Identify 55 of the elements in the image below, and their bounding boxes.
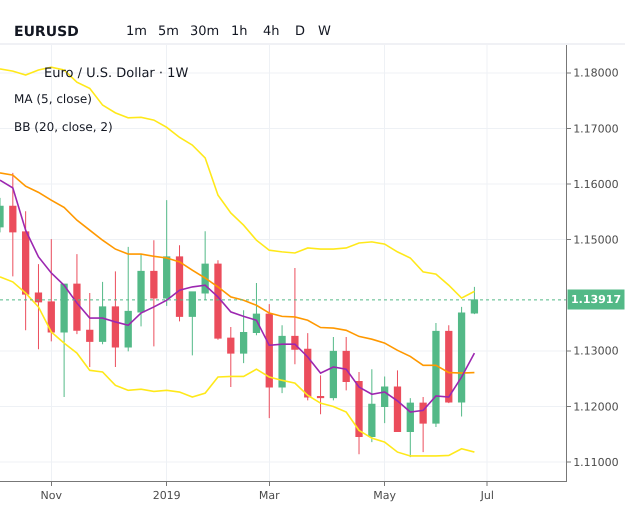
- text: W: [318, 24, 331, 39]
- candlestick: [355, 372, 363, 455]
- line-series: [0, 276, 476, 457]
- line-series: [0, 66, 476, 299]
- text: 1m: [126, 24, 147, 39]
- y-tick-label: 1.12000: [573, 400, 619, 414]
- candlestick: [86, 292, 94, 368]
- candlestick: [48, 238, 55, 342]
- candlestick: [240, 310, 248, 364]
- candlestick: [381, 376, 388, 424]
- candlestick: [419, 396, 427, 453]
- candlestick: [34, 264, 42, 350]
- candlestick: [22, 210, 30, 331]
- y-tick-label: 1.18000: [573, 66, 619, 80]
- line-series: [0, 172, 476, 374]
- candlestick: [214, 260, 222, 340]
- x-tick-label: Nov: [40, 489, 63, 502]
- annotation: MA (5, close): [14, 92, 92, 106]
- text: 30m: [190, 24, 220, 39]
- candlestick: [291, 268, 299, 365]
- y-tick-label: 1.15000: [573, 233, 619, 246]
- line-series: [0, 179, 476, 413]
- candlestick: [432, 322, 440, 428]
- candlestick: [304, 332, 312, 401]
- candlestick: [9, 172, 16, 277]
- y-tick-label: 1.13000: [573, 344, 619, 358]
- candlestick: [278, 324, 286, 394]
- candlestick: [150, 240, 158, 347]
- candlestick: [445, 324, 452, 404]
- x-tick-label: May: [373, 489, 397, 502]
- candlestick: [316, 374, 324, 415]
- candlestick: [73, 254, 81, 335]
- candlestick: [330, 336, 338, 401]
- candlestick: [368, 368, 376, 443]
- x-tick-label: Mar: [258, 489, 280, 502]
- candlestick: [458, 306, 466, 417]
- text: D: [295, 24, 306, 39]
- text: 1h: [231, 24, 248, 39]
- candlestick: [266, 304, 273, 419]
- candlestick: [112, 270, 120, 368]
- candlestick: [394, 370, 402, 432]
- chart-title: EURUSD: [14, 24, 79, 40]
- candlestick: [227, 326, 234, 388]
- y-tick-label: 1.16000: [573, 178, 619, 191]
- text: 5m: [158, 24, 179, 39]
- x-tick-label: Jul: [480, 489, 494, 502]
- y-tick-label: 1.17000: [573, 122, 619, 136]
- ref-line-label: 1.13917: [571, 293, 622, 306]
- candlestick: [406, 398, 414, 458]
- candlestick: [342, 336, 350, 391]
- text: 4h: [263, 24, 280, 39]
- candlestick: [176, 244, 184, 322]
- annotation: BB (20, close, 2): [14, 120, 113, 134]
- x-tick-label: 2019: [152, 489, 181, 502]
- y-tick-label: 1.11000: [573, 456, 619, 469]
